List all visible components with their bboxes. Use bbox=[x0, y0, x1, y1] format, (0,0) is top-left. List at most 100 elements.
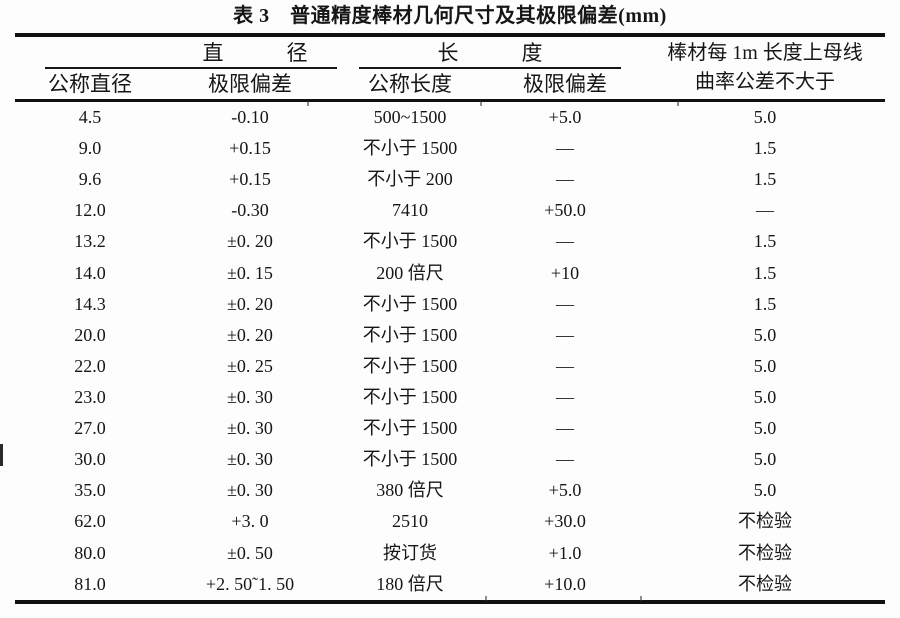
cell-diameter-deviation: +2. 50˜1. 50 bbox=[205, 573, 295, 594]
table-row: 12.0 -0.30 7410 +50.0 — bbox=[15, 195, 885, 226]
cell-curvature-tolerance: 5.0 bbox=[753, 480, 777, 501]
cell-nominal-length: 不小于 1500 bbox=[362, 449, 458, 470]
cell-nominal-length: 不小于 1500 bbox=[362, 293, 458, 314]
table-row: 13.2 ±0. 20 不小于 1500 — 1.5 bbox=[15, 226, 885, 257]
table-row: 81.0 +2. 50˜1. 50 180 倍尺 +10.0 不检验 bbox=[15, 569, 885, 600]
table-row: 9.6 +0.15 不小于 200 — 1.5 bbox=[15, 164, 885, 195]
table-row: 9.0 +0.15 不小于 1500 — 1.5 bbox=[15, 133, 885, 164]
cell-diameter-deviation: ±0. 30 bbox=[227, 387, 273, 408]
cell-length-deviation: — bbox=[556, 387, 574, 408]
cell-length-deviation: +5.0 bbox=[548, 480, 582, 501]
table-row: 35.0 ±0. 30 380 倍尺 +5.0 5.0 bbox=[15, 475, 885, 506]
cell-nominal-length: 不小于 1500 bbox=[362, 324, 458, 345]
cell-nominal-length: 180 倍尺 bbox=[376, 573, 444, 594]
cell-nominal-diameter: 9.6 bbox=[78, 169, 102, 190]
cell-nominal-length: 不小于 1500 bbox=[362, 138, 458, 159]
table-header: 直 径 公称直径 极限偏差 长 度 公称长度 极限偏差 棒材每 1m 长度上母线… bbox=[15, 37, 885, 99]
cell-nominal-length: 不小于 1500 bbox=[362, 418, 458, 439]
header-curvature-line1: 棒材每 1m 长度上母线 bbox=[667, 42, 863, 64]
cell-diameter-deviation: ±0. 30 bbox=[227, 449, 273, 470]
table-row: 14.3 ±0. 20 不小于 1500 — 1.5 bbox=[15, 289, 885, 320]
cell-curvature-tolerance: 5.0 bbox=[753, 418, 777, 439]
cell-nominal-diameter: 12.0 bbox=[74, 200, 106, 221]
header-group-diameter-label: 直 径 bbox=[202, 41, 308, 65]
cell-nominal-length: 不小于 1500 bbox=[362, 387, 458, 408]
table-row: 27.0 ±0. 30 不小于 1500 — 5.0 bbox=[15, 413, 885, 444]
table-row: 22.0 ±0. 25 不小于 1500 — 5.0 bbox=[15, 351, 885, 382]
cell-nominal-diameter: 4.5 bbox=[78, 107, 102, 128]
cell-nominal-length: 不小于 200 bbox=[367, 169, 453, 190]
cell-length-deviation: — bbox=[556, 138, 574, 159]
subheader-nominal-length: 公称长度 bbox=[368, 72, 452, 96]
cell-nominal-length: 200 倍尺 bbox=[376, 262, 444, 283]
header-curvature-line2: 曲率公差不大于 bbox=[695, 71, 835, 93]
cell-length-deviation: +5.0 bbox=[548, 107, 582, 128]
cell-curvature-tolerance: 不检验 bbox=[738, 573, 792, 594]
cell-diameter-deviation: +3. 0 bbox=[231, 511, 269, 532]
table-top-border bbox=[15, 33, 885, 37]
cell-length-deviation: — bbox=[556, 293, 574, 314]
cell-nominal-diameter: 9.0 bbox=[78, 138, 102, 159]
cell-curvature-tolerance: 5.0 bbox=[753, 387, 777, 408]
cell-curvature-tolerance: 1.5 bbox=[753, 293, 777, 314]
cell-nominal-diameter: 81.0 bbox=[74, 573, 106, 594]
subheader-row-length: 公称长度 极限偏差 bbox=[335, 69, 645, 99]
cell-nominal-diameter: 62.0 bbox=[74, 511, 106, 532]
subheader-row-diameter: 公称直径 极限偏差 bbox=[15, 69, 335, 99]
cell-length-deviation: — bbox=[556, 355, 574, 376]
cell-diameter-deviation: ±0. 25 bbox=[227, 355, 273, 376]
cell-diameter-deviation: ±0. 20 bbox=[227, 324, 273, 345]
scan-edge-artifact bbox=[0, 444, 3, 466]
cell-length-deviation: +1.0 bbox=[548, 542, 582, 563]
cell-diameter-deviation: ±0. 50 bbox=[227, 542, 273, 563]
cell-nominal-diameter: 27.0 bbox=[74, 418, 106, 439]
spec-table: 直 径 公称直径 极限偏差 长 度 公称长度 极限偏差 棒材每 1m 长度上母线… bbox=[15, 33, 885, 604]
cell-curvature-tolerance: 5.0 bbox=[753, 449, 777, 470]
scan-tick-artifact bbox=[640, 596, 642, 601]
cell-length-deviation: — bbox=[556, 418, 574, 439]
cell-nominal-length: 500~1500 bbox=[373, 107, 447, 128]
table-row: 20.0 ±0. 20 不小于 1500 — 5.0 bbox=[15, 320, 885, 351]
cell-length-deviation: — bbox=[556, 449, 574, 470]
table-row: 14.0 ±0. 15 200 倍尺 +10 1.5 bbox=[15, 258, 885, 289]
cell-curvature-tolerance: — bbox=[756, 200, 774, 221]
cell-nominal-diameter: 14.3 bbox=[74, 293, 106, 314]
cell-nominal-length: 380 倍尺 bbox=[376, 480, 444, 501]
scan-tick-artifact bbox=[485, 596, 487, 601]
subheader-nominal-diameter: 公称直径 bbox=[48, 72, 132, 96]
header-curvature-tolerance: 棒材每 1m 长度上母线 曲率公差不大于 bbox=[645, 37, 885, 99]
table-header-border bbox=[15, 99, 885, 102]
cell-curvature-tolerance: 不检验 bbox=[738, 511, 792, 532]
cell-diameter-deviation: +0.15 bbox=[229, 138, 271, 159]
table-row: 4.5 -0.10 500~1500 +5.0 5.0 bbox=[15, 102, 885, 133]
scan-tick-artifact bbox=[677, 101, 679, 106]
cell-length-deviation: — bbox=[556, 231, 574, 252]
table-caption: 表 3 普通精度棒材几何尺寸及其极限偏差(mm) bbox=[233, 5, 667, 27]
cell-length-deviation: +10 bbox=[550, 262, 580, 283]
subheader-diameter-deviation: 极限偏差 bbox=[208, 72, 292, 96]
cell-diameter-deviation: ±0. 30 bbox=[227, 480, 273, 501]
header-group-diameter: 直 径 公称直径 极限偏差 bbox=[15, 37, 337, 99]
cell-nominal-diameter: 80.0 bbox=[74, 542, 106, 563]
cell-nominal-diameter: 23.0 bbox=[74, 387, 106, 408]
header-group-diameter-underline bbox=[45, 67, 337, 69]
cell-curvature-tolerance: 1.5 bbox=[753, 262, 777, 283]
cell-nominal-diameter: 35.0 bbox=[74, 480, 106, 501]
table-row: 80.0 ±0. 50 按订货 +1.0 不检验 bbox=[15, 538, 885, 569]
table-bottom-border bbox=[15, 599, 885, 604]
cell-length-deviation: — bbox=[556, 324, 574, 345]
header-group-length-underline bbox=[359, 67, 621, 69]
cell-diameter-deviation: ±0. 20 bbox=[227, 293, 273, 314]
cell-nominal-length: 不小于 1500 bbox=[362, 355, 458, 376]
cell-curvature-tolerance: 5.0 bbox=[753, 107, 777, 128]
cell-length-deviation: +50.0 bbox=[544, 200, 586, 221]
cell-curvature-tolerance: 5.0 bbox=[753, 355, 777, 376]
cell-nominal-diameter: 22.0 bbox=[74, 355, 106, 376]
header-group-length: 长 度 公称长度 极限偏差 bbox=[335, 37, 645, 99]
cell-curvature-tolerance: 1.5 bbox=[753, 138, 777, 159]
cell-curvature-tolerance: 5.0 bbox=[753, 324, 777, 345]
subheader-length-deviation: 极限偏差 bbox=[523, 72, 607, 96]
cell-length-deviation: +10.0 bbox=[544, 573, 586, 594]
table-row: 30.0 ±0. 30 不小于 1500 — 5.0 bbox=[15, 444, 885, 475]
scan-tick-artifact bbox=[480, 101, 482, 106]
